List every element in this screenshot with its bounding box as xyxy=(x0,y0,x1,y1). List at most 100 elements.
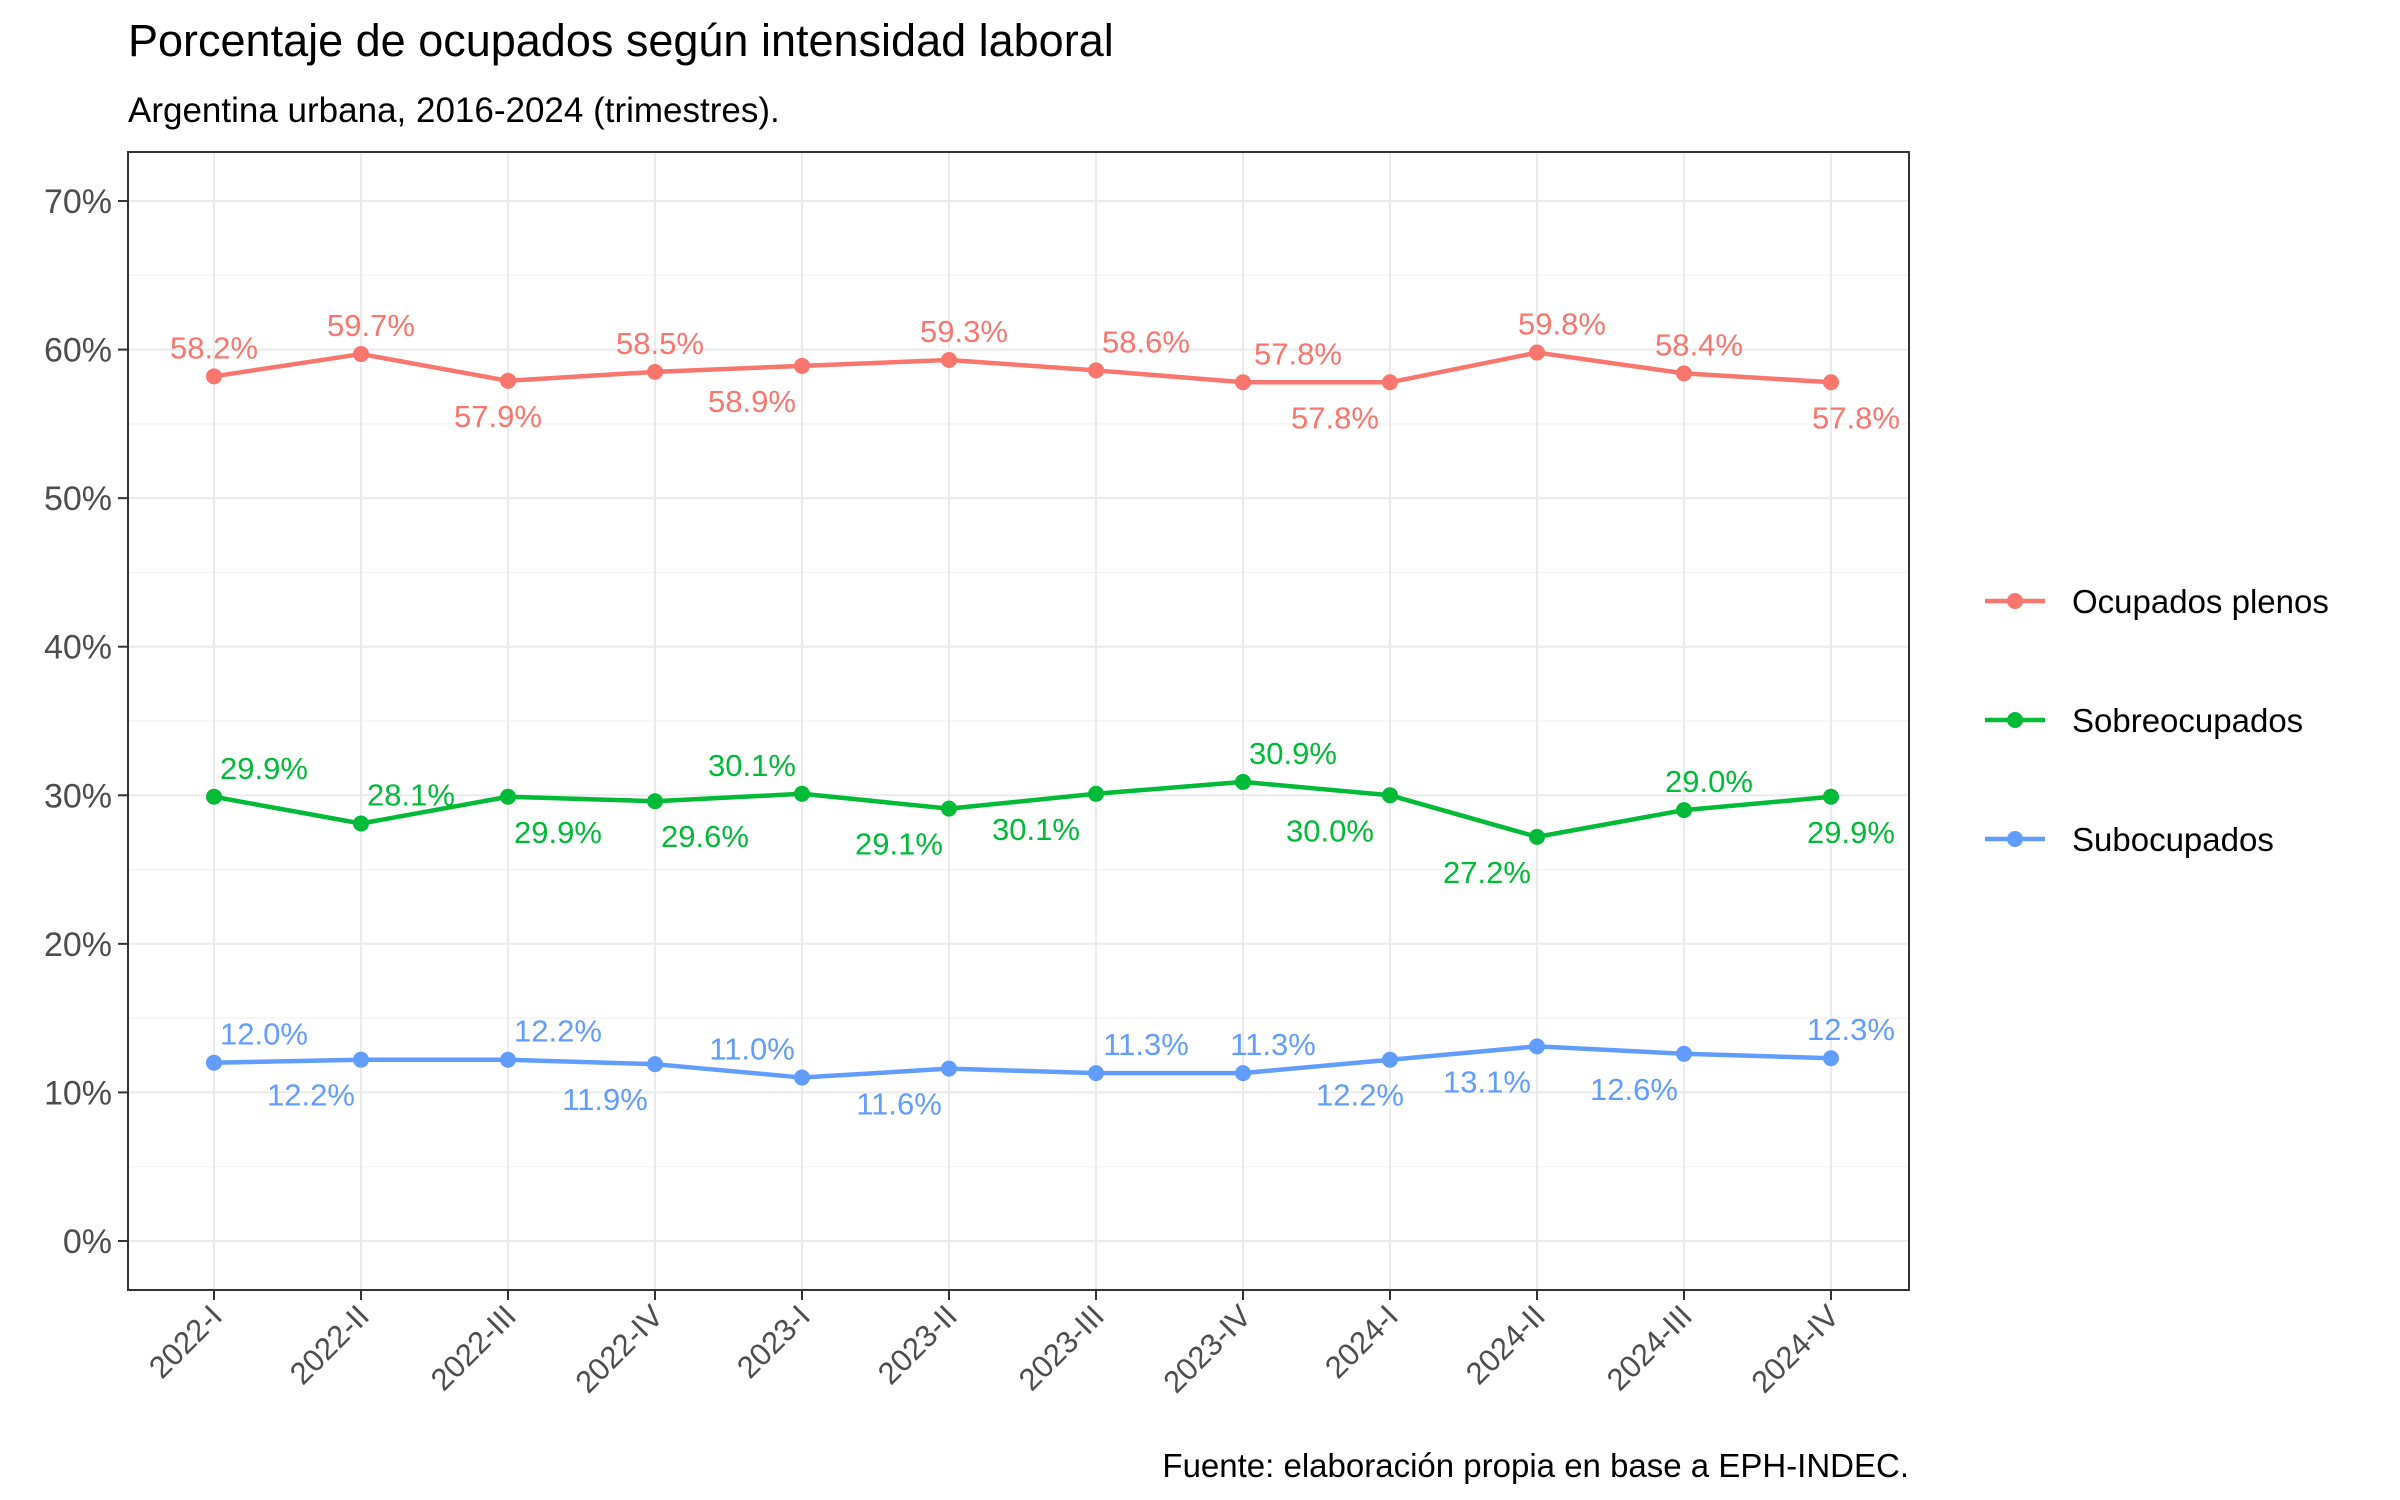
x-tick-label: 2023-I xyxy=(730,1298,817,1385)
data-label: 58.5% xyxy=(616,326,704,361)
data-point xyxy=(1088,785,1104,802)
legend-key-point xyxy=(2007,831,2023,847)
series-line xyxy=(213,350,1832,385)
data-point xyxy=(206,788,222,805)
data-point xyxy=(1676,365,1692,382)
data-point xyxy=(206,1054,222,1071)
data-label: 13.1% xyxy=(1443,1064,1531,1099)
data-label: 11.3% xyxy=(1103,1027,1189,1062)
data-point xyxy=(500,372,516,389)
panel-border xyxy=(127,151,1910,1291)
x-tick-label: 2022-II xyxy=(283,1298,376,1391)
series-line xyxy=(213,1044,1832,1080)
data-label: 30.1% xyxy=(708,748,796,783)
data-label: 59.3% xyxy=(920,314,1008,349)
x-tick-label: 2023-IV xyxy=(1156,1298,1258,1400)
data-point xyxy=(1235,1065,1251,1082)
data-point xyxy=(1676,1045,1692,1062)
data-point xyxy=(794,785,810,802)
series-line xyxy=(213,779,1832,840)
series-0: 58.2% 59.7% 57.9% 58.5%58.9% 59.3% 58.6% 57.8%… xyxy=(170,307,1900,436)
data-label: 11.3% xyxy=(1230,1027,1316,1062)
data-label: 30.9% xyxy=(1249,736,1337,771)
data-label: 57.8% xyxy=(1812,400,1900,435)
data-label: 12.2% xyxy=(1316,1078,1404,1113)
data-point xyxy=(500,788,516,805)
data-point xyxy=(1382,787,1398,804)
data-label: 11.9% xyxy=(562,1082,648,1117)
data-label: 12.2% xyxy=(514,1014,602,1049)
x-tick-label: 2023-III xyxy=(1012,1298,1111,1397)
data-label: 28.1% xyxy=(367,778,455,813)
chart-subtitle: Argentina urbana, 2016-2024 (trimestres)… xyxy=(128,91,780,130)
data-point xyxy=(794,1069,810,1086)
data-label: 12.6% xyxy=(1590,1072,1678,1107)
data-point xyxy=(1823,374,1839,391)
data-point xyxy=(500,1051,516,1068)
data-label: 29.6% xyxy=(661,819,749,854)
data-point xyxy=(353,1051,369,1068)
data-label: 58.9% xyxy=(708,384,796,419)
data-label: 12.3% xyxy=(1807,1012,1895,1047)
data-label: 29.9% xyxy=(1807,815,1895,850)
data-label: 27.2% xyxy=(1443,855,1531,890)
y-tick-label: 50% xyxy=(44,480,112,518)
legend-key-point xyxy=(2007,593,2023,609)
data-label: 29.0% xyxy=(1665,764,1753,799)
legend-label: Subocupados xyxy=(2072,821,2274,858)
data-point xyxy=(1823,788,1839,805)
data-point xyxy=(1235,374,1251,391)
data-point xyxy=(1676,802,1692,819)
legend-key-point xyxy=(2007,712,2023,728)
data-label: 57.8% xyxy=(1291,400,1379,435)
legend-item: Subocupados xyxy=(1985,821,2274,858)
x-tick-label: 2023-II xyxy=(871,1298,964,1391)
data-label: 29.9% xyxy=(514,815,602,850)
data-label: 30.0% xyxy=(1286,813,1374,848)
data-label: 30.1% xyxy=(992,812,1080,847)
data-point xyxy=(353,815,369,832)
data-point xyxy=(647,1056,663,1073)
chart-caption: Fuente: elaboración propia en base a EPH… xyxy=(1162,1447,1909,1484)
data-point xyxy=(1529,828,1545,845)
data-label: 57.8% xyxy=(1254,336,1342,371)
data-label: 59.8% xyxy=(1518,307,1606,342)
plot-area: 0% 10% 20% 30% 40% 50% 60% 70% 2022-I 2022-II 2022… xyxy=(44,151,1910,1400)
legend-item: Ocupados plenos xyxy=(1985,583,2329,620)
legend-item: Sobreocupados xyxy=(1985,702,2303,739)
data-point xyxy=(1088,362,1104,379)
data-label: 58.2% xyxy=(170,330,258,365)
series-2: 12.0% 12.2% 12.2% 11.9% 11.0% 11.6% 11.3% 11.3%… xyxy=(206,1012,1895,1122)
series-1: 29.9% 28.1% 29.9% 29.6% 30.1% 29.1% 30.1% 30.9%… xyxy=(206,736,1895,890)
data-point xyxy=(353,346,369,363)
x-tick-label: 2024-II xyxy=(1459,1298,1552,1391)
data-point xyxy=(647,793,663,810)
data-label: 11.0% xyxy=(709,1032,795,1067)
x-tick-label: 2024-IV xyxy=(1744,1298,1846,1400)
y-tick-label: 30% xyxy=(44,777,112,815)
data-point xyxy=(941,800,957,817)
data-label: 12.2% xyxy=(267,1078,355,1113)
y-tick-label: 70% xyxy=(44,183,112,221)
data-point xyxy=(1529,344,1545,361)
legend-label: Sobreocupados xyxy=(2072,702,2303,739)
x-tick-label: 2024-I xyxy=(1318,1298,1405,1385)
data-label: 12.0% xyxy=(220,1017,308,1052)
y-tick-label: 60% xyxy=(44,332,112,370)
x-tick-label: 2022-III xyxy=(424,1298,523,1397)
y-tick-label: 0% xyxy=(63,1223,112,1261)
y-tick-label: 20% xyxy=(44,926,112,964)
y-tick-label: 10% xyxy=(44,1074,112,1112)
data-point xyxy=(794,357,810,374)
data-point xyxy=(941,1060,957,1077)
data-point xyxy=(1382,374,1398,391)
data-label: 11.6% xyxy=(856,1087,942,1122)
x-tick-label: 2022-IV xyxy=(568,1298,670,1400)
data-label: 29.9% xyxy=(220,751,308,786)
data-label: 58.6% xyxy=(1102,324,1190,359)
data-point xyxy=(1088,1065,1104,1082)
y-tick-label: 40% xyxy=(44,629,112,667)
data-point xyxy=(1235,773,1251,790)
